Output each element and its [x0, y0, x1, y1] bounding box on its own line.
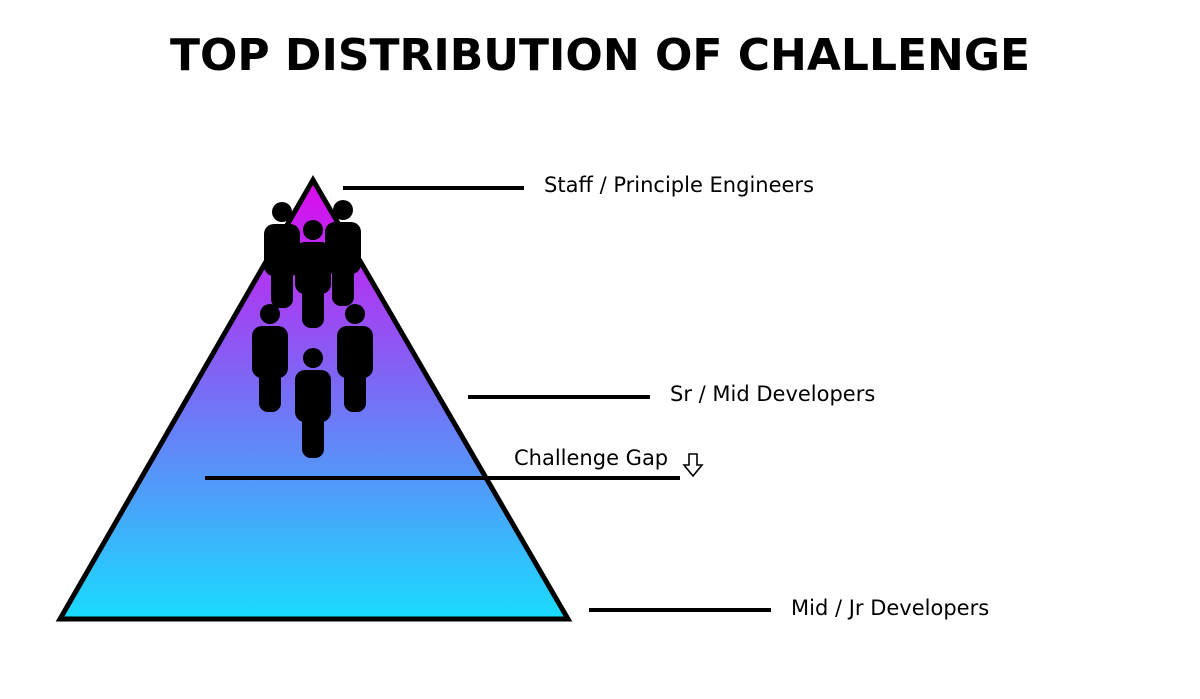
person-icon — [252, 304, 288, 412]
person-icon — [264, 202, 300, 308]
person-icon — [295, 348, 331, 458]
person-icon — [325, 200, 361, 306]
tier-label-staff: Staff / Principle Engineers — [544, 173, 815, 197]
challenge-gap-label: Challenge Gap — [514, 446, 669, 470]
page-title: TOP DISTRIBUTION OF CHALLENGE — [169, 30, 1031, 81]
tier-label-junior: Mid / Jr Developers — [791, 596, 990, 620]
down-arrow-icon — [682, 453, 704, 478]
person-icon — [295, 220, 331, 328]
people-group — [252, 200, 373, 458]
person-icon — [337, 304, 373, 412]
tier-label-senior: Sr / Mid Developers — [670, 382, 876, 406]
